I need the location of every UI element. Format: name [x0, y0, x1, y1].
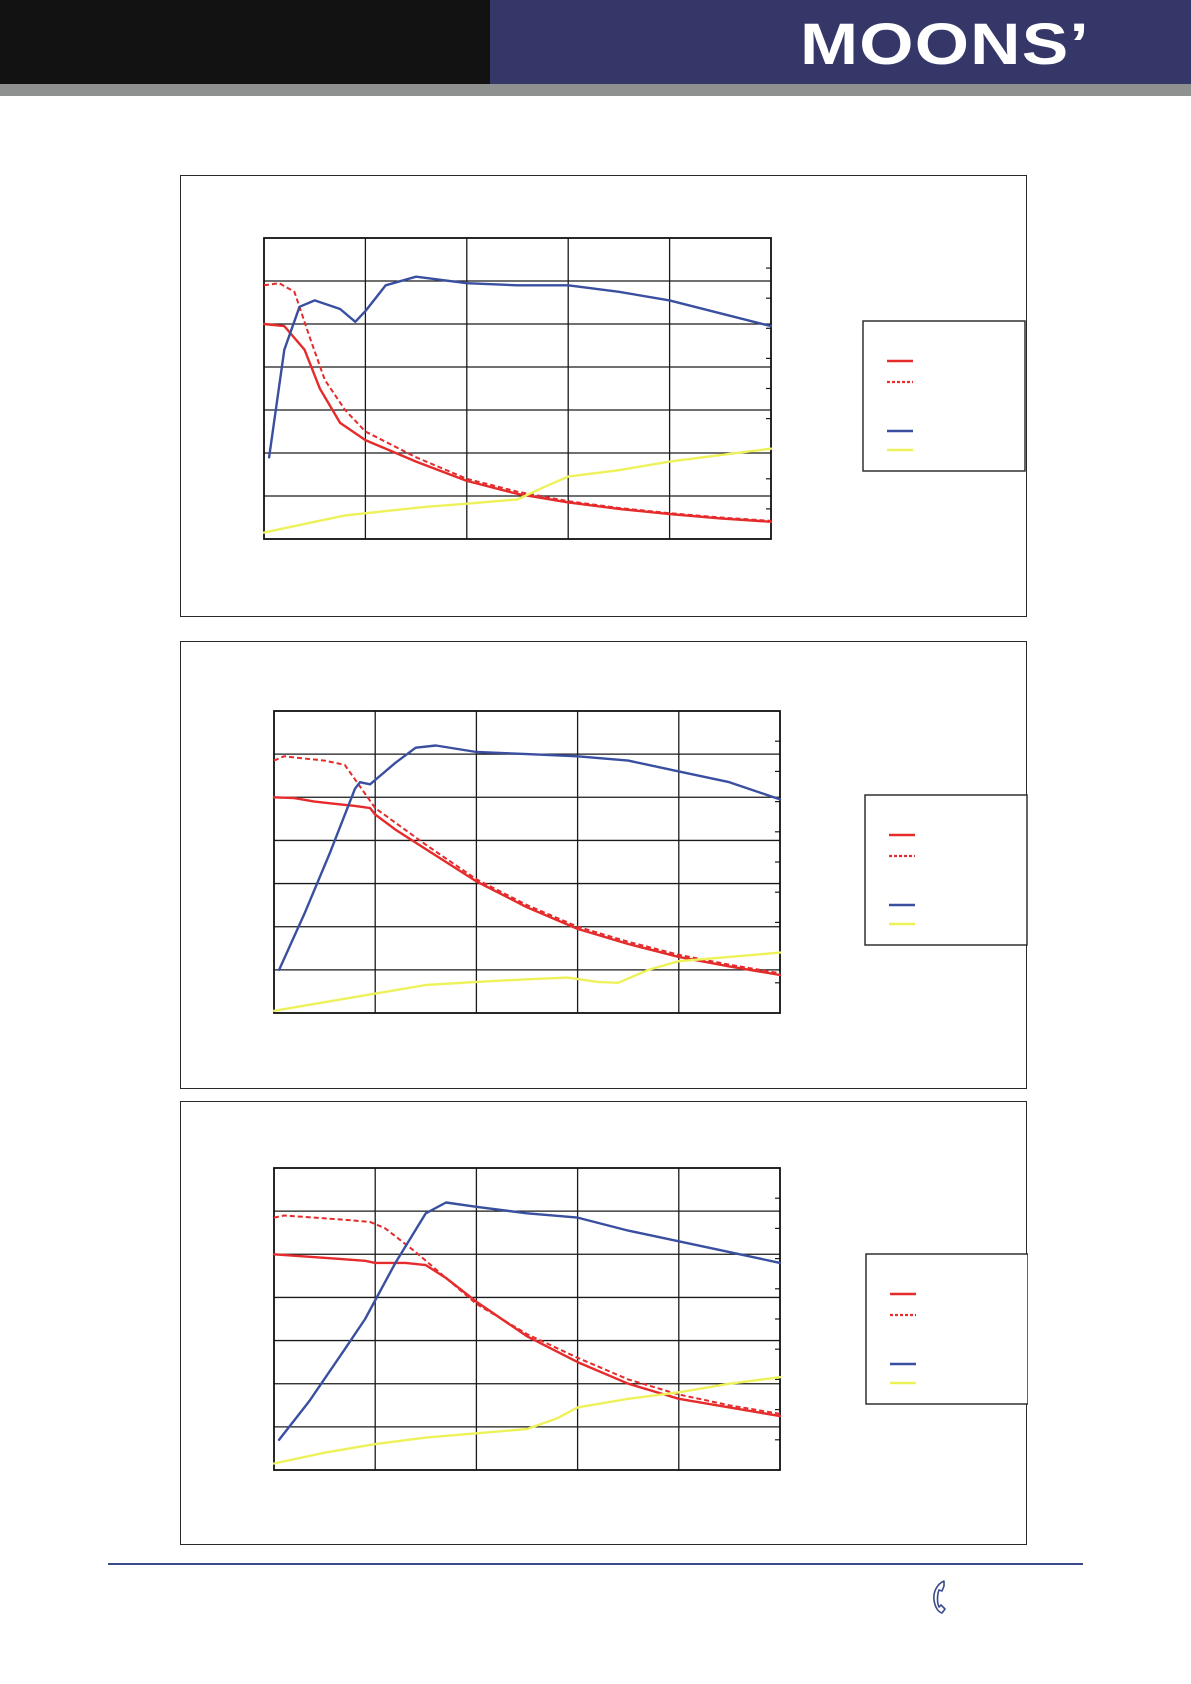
chart-1-series-1-line — [262, 322, 773, 523]
header-right-band — [490, 0, 1191, 84]
chart-1-svg — [262, 237, 1026, 540]
header-left-band — [0, 0, 490, 84]
chart-1-plot-frame — [263, 237, 772, 540]
footer-divider — [108, 1563, 1083, 1565]
chart-2-series-1-line — [272, 796, 782, 977]
phone-icon — [933, 1580, 946, 1614]
legend-frame — [862, 320, 1026, 472]
legend-frame — [864, 794, 1028, 946]
chart-1-series-2-line — [263, 282, 772, 522]
chart-panel-1 — [180, 175, 1027, 617]
chart-1-series-3-line — [267, 275, 773, 459]
legend-frame — [865, 1253, 1028, 1405]
moons-logo: MOONS’ — [800, 12, 1090, 77]
header-stripe — [0, 84, 1191, 96]
chart-3-grid — [274, 1168, 780, 1470]
chart-2-series-4-line — [272, 951, 782, 1012]
chart-2-series-2-line — [273, 755, 781, 975]
chart-panel-3 — [180, 1101, 1028, 1545]
chart-3-series-3-line — [277, 1201, 782, 1441]
chart-1-grid — [264, 238, 771, 539]
chart-2-legend — [864, 794, 1028, 946]
chart-2-series-3-line — [277, 744, 782, 972]
chart-2-plot-frame — [273, 710, 781, 1014]
chart-3-legend — [865, 1253, 1028, 1405]
chart-3-series-4-line — [272, 1376, 782, 1465]
chart-panel-2 — [180, 641, 1028, 1089]
chart-1-legend — [862, 320, 1026, 472]
chart-2-svg — [272, 710, 1028, 1014]
chart-3-svg — [272, 1167, 1028, 1471]
chart-2-grid — [274, 711, 780, 1013]
chart-3-series-2-line — [273, 1214, 781, 1415]
chart-1-series-4-line — [262, 447, 773, 534]
chart-3-plot-frame — [273, 1167, 781, 1471]
svg-text:MOONS’: MOONS’ — [800, 12, 1090, 77]
